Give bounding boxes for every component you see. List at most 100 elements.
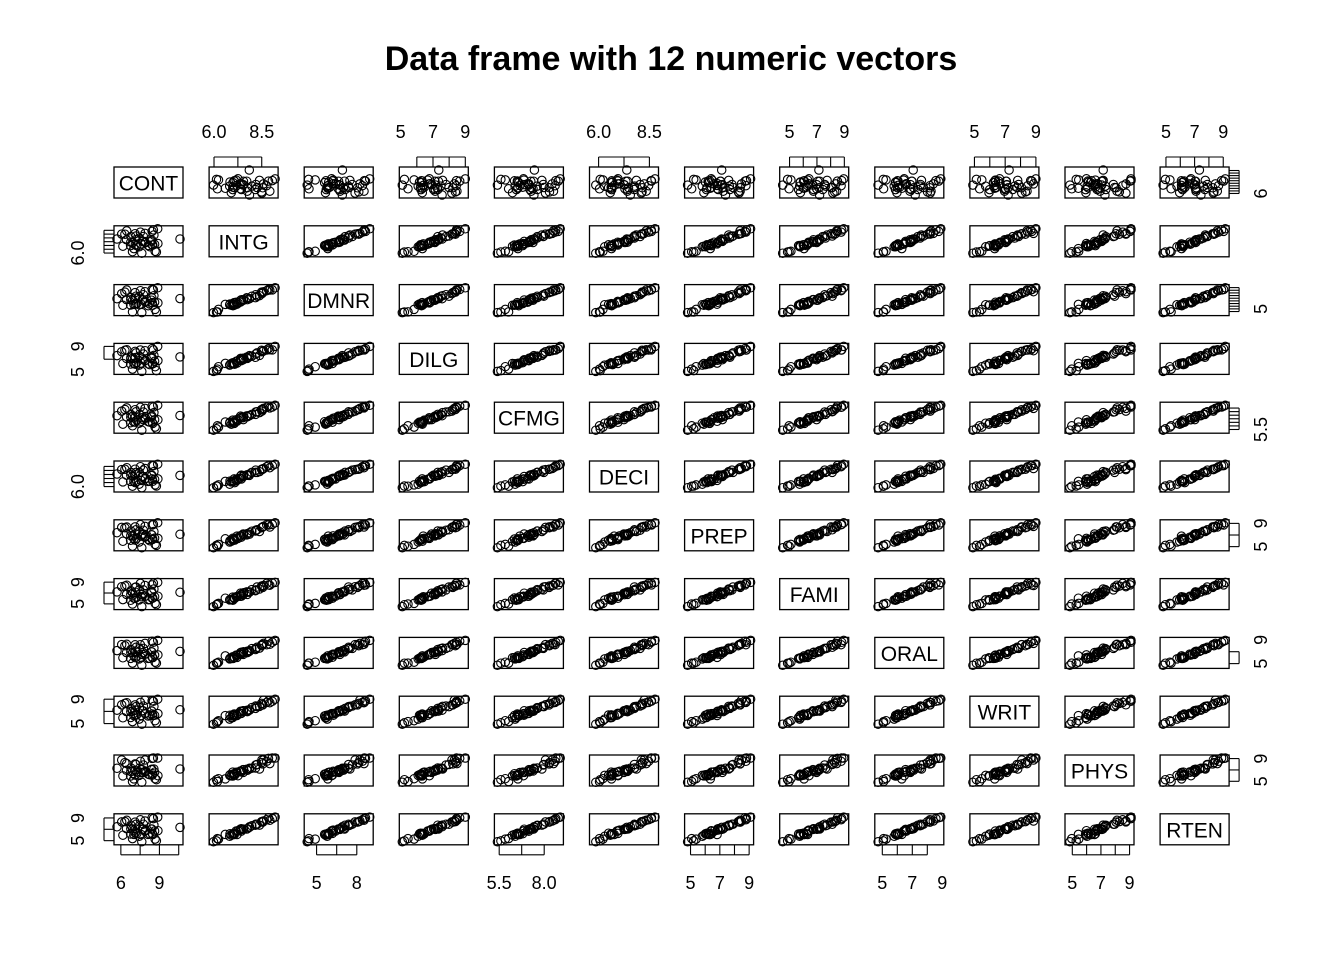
data-point	[212, 421, 223, 431]
data-point	[936, 174, 946, 184]
panel-DILG-CFMG	[492, 341, 565, 377]
data-point	[257, 406, 267, 416]
data-point	[551, 285, 561, 295]
data-point	[836, 460, 847, 471]
data-point	[451, 285, 462, 295]
panel-WRIT-INTG	[208, 694, 280, 729]
data-point	[1098, 165, 1108, 175]
data-point	[931, 285, 941, 295]
data-point	[242, 352, 252, 363]
data-point	[229, 417, 239, 428]
data-point	[333, 237, 344, 248]
data-point	[1216, 519, 1227, 530]
data-point	[1208, 464, 1219, 475]
data-point	[137, 601, 147, 612]
data-point	[409, 480, 419, 490]
data-point	[1009, 233, 1020, 243]
panel-DMNR-CFMG	[492, 283, 565, 318]
data-point	[703, 240, 713, 250]
data-point	[212, 364, 223, 374]
data-point	[702, 359, 712, 369]
data-point	[1001, 176, 1011, 186]
panel-FAMI-WRIT	[968, 577, 1041, 612]
data-point	[258, 183, 268, 193]
panel-PREP-INTG	[208, 518, 280, 553]
variable-label-DECI: DECI	[599, 467, 649, 490]
data-point	[700, 241, 711, 252]
data-point	[1160, 481, 1171, 491]
data-point	[447, 522, 457, 533]
panel-DILG-RTEN	[1158, 341, 1231, 377]
data-point	[432, 293, 443, 303]
data-point	[310, 480, 320, 490]
data-point	[1083, 176, 1093, 186]
panel-ORAL-PREP	[682, 635, 756, 671]
data-point	[594, 307, 605, 317]
data-point	[1208, 288, 1219, 299]
data-point	[147, 411, 157, 421]
data-point	[906, 530, 917, 540]
data-point	[646, 225, 656, 235]
data-point	[364, 577, 375, 588]
data-point	[686, 481, 697, 491]
data-point	[1073, 304, 1084, 315]
data-point	[524, 294, 534, 305]
data-point	[235, 184, 246, 194]
data-point	[646, 402, 656, 412]
data-point	[1093, 411, 1104, 421]
data-point	[1166, 307, 1176, 317]
data-point	[598, 246, 608, 257]
data-point	[1179, 297, 1189, 308]
data-point	[127, 541, 138, 551]
data-point	[116, 581, 127, 592]
data-point	[1002, 529, 1012, 540]
panel-DMNR-DILG	[397, 283, 471, 318]
data-point	[993, 358, 1004, 369]
data-point	[116, 288, 127, 299]
panel-frame	[398, 577, 469, 611]
data-point	[1126, 345, 1136, 355]
data-point	[1112, 403, 1122, 413]
data-point	[798, 176, 809, 186]
data-point	[734, 288, 744, 299]
data-point	[238, 353, 248, 364]
panel-DECI-DMNR	[302, 459, 375, 493]
data-point	[338, 352, 349, 363]
data-point	[399, 247, 410, 257]
data-point	[820, 351, 831, 361]
data-point	[620, 184, 630, 194]
data-point	[993, 474, 1004, 484]
data-point	[984, 300, 994, 311]
data-point	[116, 522, 127, 533]
data-point	[734, 188, 744, 198]
data-point	[528, 295, 538, 306]
data-point	[777, 425, 788, 435]
panel-FAMI-PHYS	[1064, 577, 1136, 612]
data-point	[623, 352, 634, 363]
data-point	[915, 409, 925, 420]
data-point	[1176, 359, 1187, 369]
data-point	[539, 231, 549, 241]
data-point	[1190, 295, 1201, 306]
data-point	[460, 459, 471, 469]
data-point	[741, 402, 752, 412]
data-point	[302, 366, 312, 377]
data-point	[931, 175, 941, 186]
data-point	[643, 180, 654, 191]
panel-WRIT-CFMG	[492, 694, 565, 729]
data-point	[1071, 307, 1081, 317]
data-point	[838, 400, 849, 411]
data-point	[1165, 480, 1175, 490]
data-point	[524, 471, 534, 482]
data-point	[1216, 345, 1227, 355]
data-point	[741, 345, 752, 355]
data-point	[646, 519, 656, 530]
data-point	[838, 283, 849, 293]
data-point	[257, 464, 267, 475]
panel-ORAL-DILG	[397, 635, 471, 671]
data-point	[112, 587, 122, 597]
data-point	[1093, 295, 1104, 306]
data-point	[1194, 165, 1205, 175]
data-point	[270, 518, 280, 528]
data-point	[1126, 402, 1136, 412]
